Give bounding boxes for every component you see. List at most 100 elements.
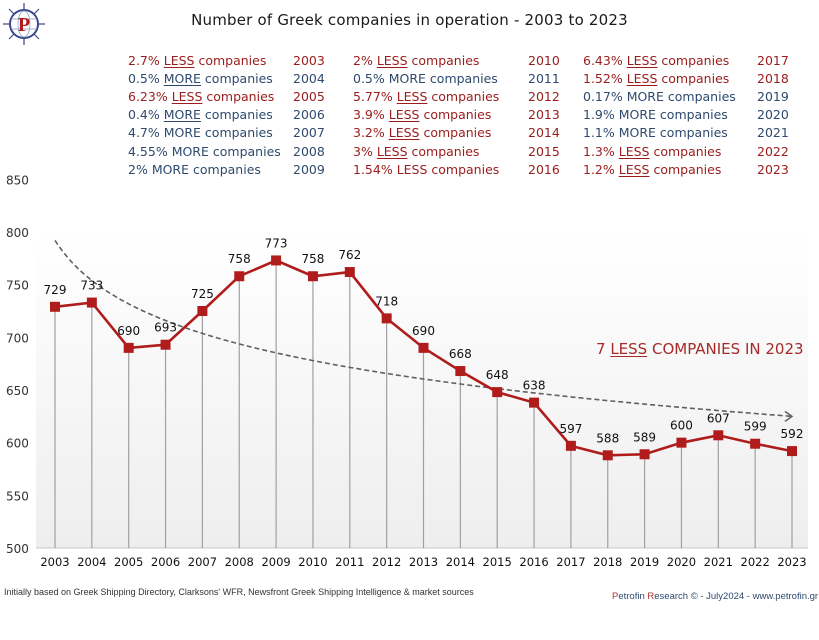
data-label: 597	[559, 422, 582, 436]
y-tick-label: 700	[6, 331, 29, 345]
trendline	[54, 239, 793, 418]
x-tick-label: 2009	[261, 555, 290, 569]
x-tick-label: 2003	[40, 555, 69, 569]
annotation-text: 1.1% MORE companies	[583, 125, 728, 141]
annotation-year: 2014	[528, 125, 560, 141]
annotation-year: 2010	[528, 53, 560, 68]
data-point	[713, 430, 724, 441]
y-tick-label: 650	[6, 384, 29, 398]
credit-p: P	[612, 591, 619, 602]
data-label: 592	[781, 427, 804, 441]
annotation-text: 6.43% LESS companies	[583, 53, 730, 68]
x-tick-label: 2023	[777, 555, 806, 569]
data-point	[529, 397, 540, 408]
annotation-year: 2012	[528, 89, 560, 105]
x-tick-label: 2010	[298, 555, 327, 569]
credit-part2: esearch © - July2024 - www.petrofin.gr	[654, 591, 819, 602]
data-point	[271, 255, 282, 266]
data-point	[50, 301, 60, 312]
data-point	[160, 339, 171, 350]
callout-prefix: 7	[596, 340, 611, 358]
annotation-text: 3.9% LESS companies	[353, 107, 492, 123]
data-label: 589	[633, 430, 656, 444]
annotation-year: 2005	[293, 89, 325, 105]
annotation-year: 2009	[293, 161, 325, 177]
y-tick-label: 750	[6, 279, 29, 293]
credit-r: R	[647, 591, 655, 602]
data-point	[565, 440, 576, 451]
x-tick-label: 2015	[483, 555, 512, 569]
x-tick-label: 2006	[151, 555, 180, 569]
annotation-text: 0.17% MORE companies	[583, 89, 736, 105]
data-point	[750, 438, 761, 449]
annotation-year: 2017	[757, 53, 789, 68]
data-label: 648	[486, 368, 509, 382]
annotation-text: 4.7% MORE companies	[128, 125, 273, 141]
data-label: 729	[44, 283, 67, 297]
annotation-text: 1.54% LESS companies	[353, 161, 500, 177]
annotation-text: 3% LESS companies	[353, 143, 480, 159]
annotation-text: 1.9% MORE companies	[583, 107, 728, 123]
annotation-year: 2020	[757, 107, 789, 123]
annotation-year: 2019	[757, 89, 789, 105]
x-tick-label: 2014	[446, 555, 475, 569]
y-tick-label: 850	[6, 173, 29, 187]
source-note: Initially based on Greek Shipping Direct…	[4, 587, 474, 597]
annotation-text: 0.4% MORE companies	[128, 107, 273, 123]
annotation-text: 6.23% LESS companies	[128, 89, 275, 105]
data-point	[455, 366, 466, 377]
plot-area	[36, 232, 808, 548]
annotation-year: 2007	[293, 125, 325, 141]
annotation-text: 1.52% LESS companies	[583, 71, 730, 87]
data-point	[344, 267, 355, 278]
annotation-year: 2021	[757, 125, 789, 141]
data-point	[639, 449, 650, 460]
y-tick-label: 500	[6, 542, 29, 556]
data-point	[676, 437, 687, 448]
x-tick-label: 2007	[188, 555, 217, 569]
annotation-year: 2011	[528, 71, 560, 87]
annotation-text: 1.2% LESS companies	[583, 161, 722, 177]
data-label: 638	[523, 379, 546, 393]
x-tick-label: 2016	[519, 555, 548, 569]
annotation-year: 2006	[293, 107, 325, 123]
annotation-year: 2018	[757, 71, 789, 87]
annotation-text: 0.5% MORE companies	[128, 71, 273, 87]
y-tick-label: 800	[6, 226, 29, 240]
x-tick-label: 2004	[77, 555, 106, 569]
x-tick-label: 2018	[593, 555, 622, 569]
annotation-text: 4.55% MORE companies	[128, 143, 281, 159]
data-label: 690	[412, 324, 435, 338]
data-point	[602, 450, 613, 461]
data-label: 588	[596, 431, 619, 445]
data-label: 599	[744, 420, 767, 434]
data-label: 758	[228, 252, 251, 266]
x-tick-label: 2011	[335, 555, 364, 569]
annotation-year: 2015	[528, 143, 560, 159]
credit-part1: etrofin	[618, 591, 648, 602]
data-point	[307, 271, 318, 282]
petrofin-logo: P	[3, 3, 45, 45]
logo-letter: P	[18, 14, 30, 36]
annotation-text: 1.3% LESS companies	[583, 143, 722, 159]
annotation-year: 2004	[293, 71, 325, 87]
data-label: 690	[117, 324, 140, 338]
y-tick-label: 550	[6, 489, 29, 503]
annotation-text: 2% MORE companies	[128, 161, 261, 177]
chart-title: Number of Greek companies in operation -…	[191, 11, 628, 29]
data-label: 773	[265, 236, 288, 250]
data-point	[123, 342, 134, 353]
callout-emph: LESS	[610, 340, 648, 358]
x-tick-label: 2005	[114, 555, 143, 569]
trendline-arrow	[784, 410, 794, 422]
data-label: 600	[670, 419, 693, 433]
annotation-year: 2022	[757, 143, 789, 159]
annotation-year: 2016	[528, 161, 560, 177]
data-point	[492, 387, 503, 398]
x-tick-label: 2022	[741, 555, 770, 569]
data-point	[197, 306, 208, 316]
data-label: 733	[80, 279, 103, 293]
data-point	[787, 446, 797, 457]
annotation-text: 3.2% LESS companies	[353, 125, 492, 141]
